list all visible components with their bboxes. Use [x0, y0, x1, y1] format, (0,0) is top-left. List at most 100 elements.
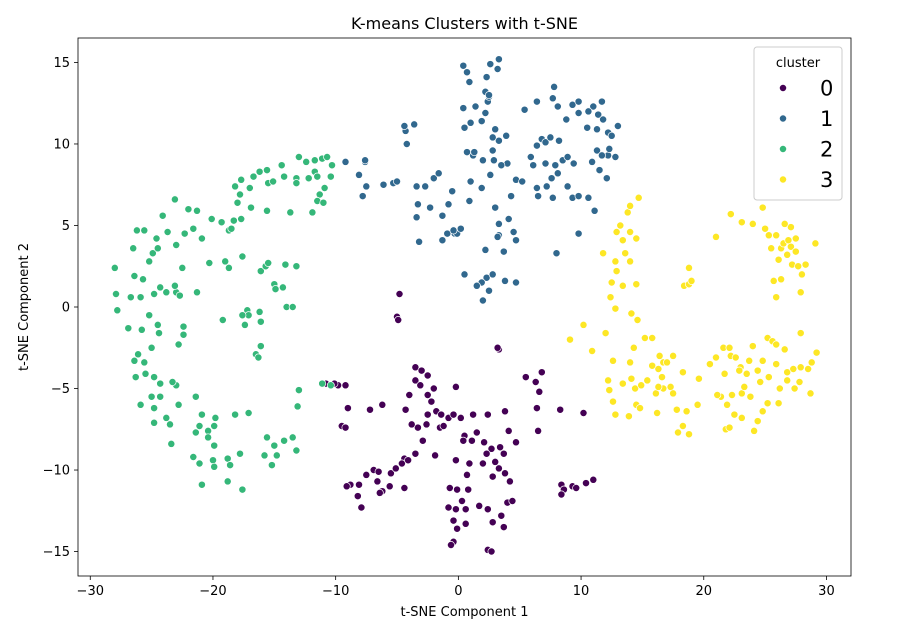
point-cluster-2 [193, 288, 201, 297]
point-cluster-2 [150, 418, 159, 427]
point-cluster-1 [434, 169, 443, 178]
point-cluster-2 [286, 208, 295, 217]
point-cluster-1 [459, 104, 468, 113]
point-cluster-0 [491, 457, 500, 466]
point-cluster-2 [227, 224, 236, 233]
point-cluster-1 [459, 61, 468, 70]
point-cluster-0 [480, 438, 489, 447]
point-cluster-0 [449, 516, 458, 525]
point-cluster-3 [672, 405, 681, 414]
point-cluster-1 [477, 184, 486, 192]
point-cluster-1 [526, 153, 535, 161]
point-cluster-2 [288, 303, 297, 311]
point-cluster-0 [427, 397, 436, 406]
point-cluster-3 [623, 208, 632, 217]
point-cluster-2 [130, 272, 139, 280]
point-cluster-0 [447, 541, 455, 549]
point-cluster-2 [218, 316, 227, 324]
point-cluster-0 [534, 426, 543, 435]
point-cluster-0 [505, 477, 514, 486]
point-cluster-0 [467, 436, 476, 445]
point-cluster-1 [529, 161, 538, 170]
point-cluster-3 [611, 304, 620, 313]
point-cluster-3 [796, 288, 805, 297]
point-cluster-2 [244, 409, 253, 417]
point-cluster-0 [411, 376, 420, 385]
point-cluster-1 [501, 276, 509, 285]
point-cluster-2 [292, 179, 301, 188]
point-cluster-3 [713, 391, 722, 399]
point-cluster-0 [478, 459, 487, 468]
point-cluster-2 [231, 182, 240, 191]
point-cluster-0 [572, 484, 581, 492]
point-cluster-0 [458, 497, 466, 505]
point-cluster-0 [423, 371, 432, 380]
point-cluster-3 [579, 320, 588, 329]
point-cluster-0 [411, 449, 420, 458]
point-cluster-1 [488, 270, 497, 279]
point-cluster-0 [589, 475, 598, 484]
point-cluster-2 [209, 456, 217, 465]
point-cluster-2 [174, 400, 183, 409]
point-cluster-3 [745, 356, 754, 365]
point-cluster-2 [140, 226, 149, 235]
point-cluster-1 [494, 136, 503, 145]
point-cluster-3 [653, 409, 662, 417]
point-cluster-1 [562, 115, 571, 124]
point-cluster-0 [429, 384, 438, 393]
y-tick-label: −15 [43, 545, 70, 560]
point-cluster-0 [391, 464, 400, 473]
point-cluster-3 [626, 228, 635, 236]
point-cluster-2 [189, 453, 198, 461]
point-cluster-2 [156, 379, 165, 388]
point-cluster-2 [211, 413, 220, 422]
point-cluster-2 [310, 156, 319, 165]
point-cluster-2 [226, 461, 235, 470]
point-cluster-3 [678, 422, 687, 430]
point-cluster-2 [320, 184, 329, 192]
point-cluster-3 [601, 329, 610, 338]
point-cluster-2 [326, 172, 335, 181]
point-cluster-1 [569, 159, 578, 168]
point-cluster-0 [512, 438, 520, 447]
point-cluster-0 [493, 343, 502, 352]
point-cluster-1 [509, 228, 518, 236]
point-cluster-1 [460, 270, 469, 279]
point-cluster-3 [791, 247, 800, 256]
y-axis-label: t-SNE Component 2 [17, 243, 32, 371]
point-cluster-2 [155, 329, 163, 338]
point-cluster-3 [687, 276, 696, 285]
point-cluster-2 [293, 402, 302, 411]
point-cluster-3 [811, 239, 820, 248]
point-cluster-2 [141, 369, 150, 378]
point-cluster-3 [758, 203, 767, 212]
point-cluster-3 [607, 278, 616, 287]
point-cluster-1 [402, 140, 411, 148]
point-cluster-2 [156, 392, 165, 401]
point-cluster-1 [400, 122, 409, 130]
point-cluster-3 [720, 369, 729, 378]
point-cluster-2 [110, 263, 119, 272]
point-cluster-0 [342, 482, 351, 491]
point-cluster-1 [448, 187, 457, 196]
point-cluster-1 [486, 60, 495, 69]
point-cluster-2 [288, 433, 297, 442]
point-cluster-0 [496, 443, 505, 452]
point-cluster-2 [256, 317, 265, 326]
point-cluster-3 [801, 260, 810, 269]
point-cluster-2 [195, 422, 204, 430]
point-cluster-2 [323, 153, 332, 161]
point-cluster-2 [178, 263, 187, 272]
point-cluster-1 [443, 229, 452, 238]
point-cluster-3 [783, 368, 792, 377]
point-cluster-3 [764, 231, 773, 240]
point-cluster-1 [594, 110, 603, 119]
point-cluster-1 [563, 153, 572, 161]
point-cluster-1 [444, 200, 453, 209]
point-cluster-0 [475, 501, 484, 510]
point-cluster-3 [632, 234, 641, 243]
point-cluster-2 [168, 378, 177, 386]
legend-marker-1 [779, 114, 787, 123]
point-cluster-1 [488, 133, 497, 142]
point-cluster-3 [629, 343, 638, 352]
